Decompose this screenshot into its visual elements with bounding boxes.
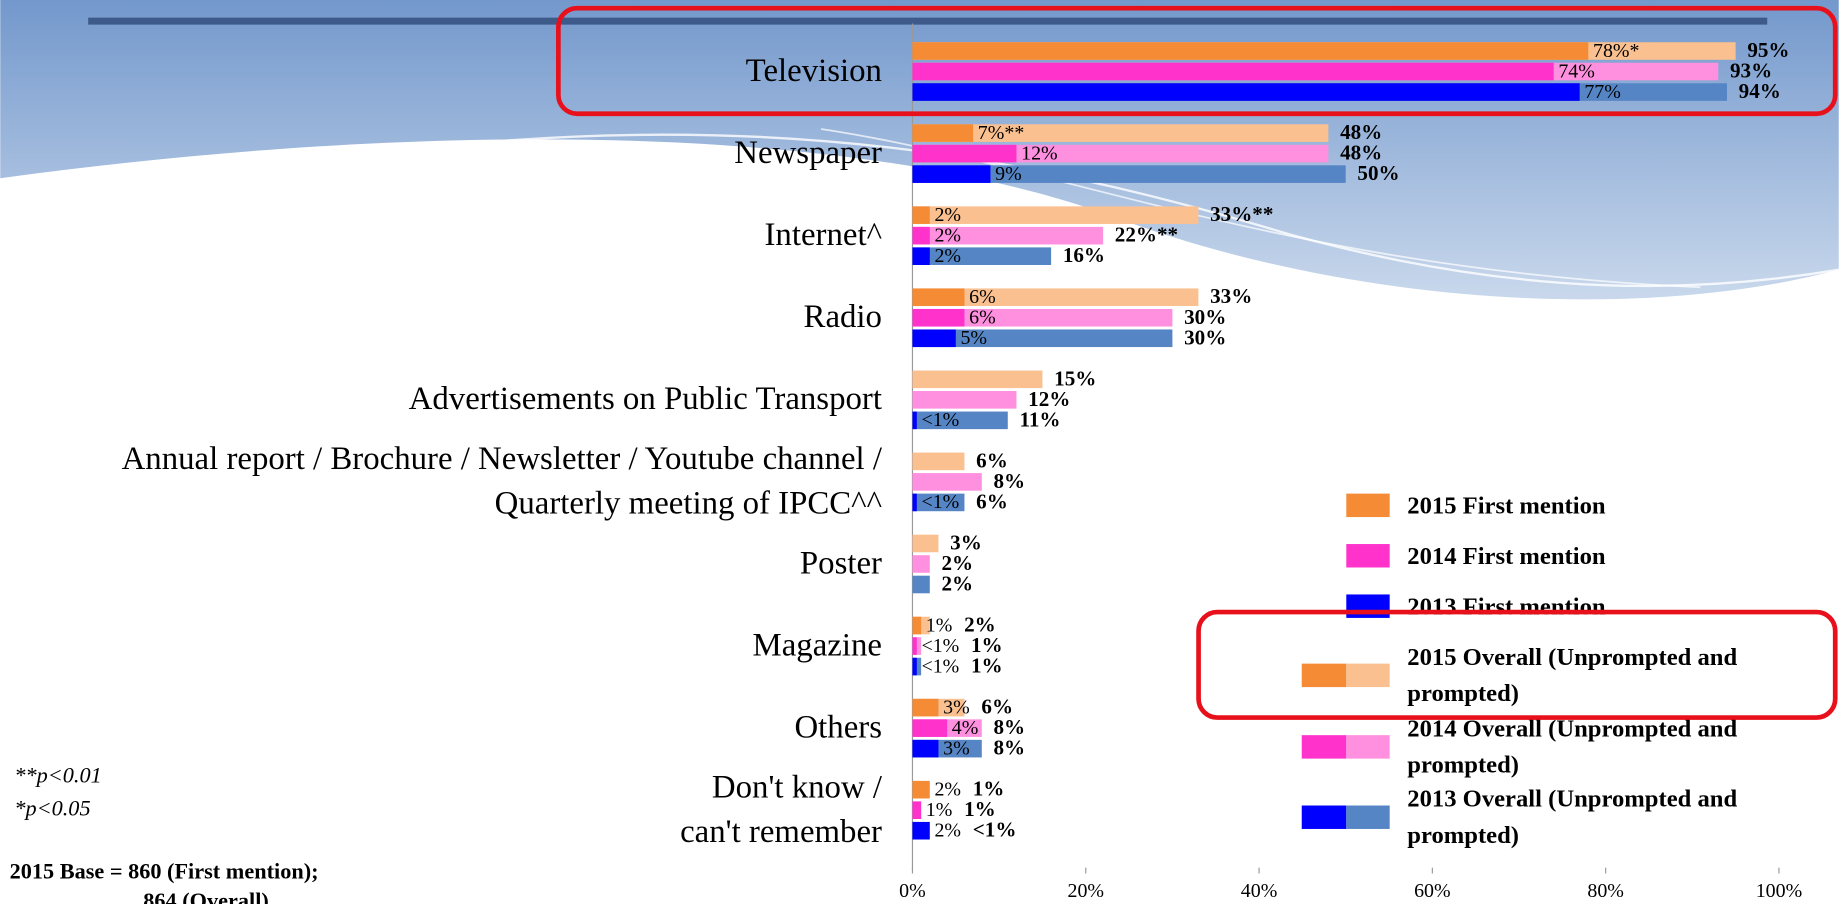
x-tick-label: 60% [1414, 880, 1451, 902]
legend-label-box: 2015 Overall (Unprompted and prompted) [1407, 635, 1812, 715]
category-label: Don't know / can't remember [0, 757, 882, 863]
first-mention-label: 2% [934, 224, 961, 246]
first-mention-label: <1% [921, 635, 959, 657]
base-note: 864 (Overall) [143, 888, 269, 904]
overall-label: 2% [942, 572, 974, 596]
legend-label-box: 2013 First mention [1407, 566, 1812, 646]
x-tick-label: 40% [1241, 880, 1278, 902]
first-mention-bar [912, 63, 1553, 81]
overall-label: 16% [1063, 243, 1105, 267]
first-mention-label: 6% [969, 286, 996, 308]
legend-swatch [1346, 664, 1389, 687]
overall-label: 50% [1357, 161, 1399, 185]
first-mention-bar [912, 145, 1016, 163]
first-mention-bar [912, 719, 947, 737]
overall-bar [912, 473, 981, 491]
legend-swatch [1302, 735, 1347, 758]
first-mention-label: 74% [1558, 60, 1595, 82]
legend-label: 2013 Overall (Unprompted and prompted) [1407, 777, 1812, 857]
first-mention-bar [912, 637, 916, 655]
overall-bar [912, 453, 964, 471]
first-mention-bar [912, 699, 938, 717]
overall-label: 94% [1739, 79, 1781, 103]
note: *p<0.05 [14, 795, 90, 820]
first-mention-label: 6% [969, 306, 996, 328]
overall-label: 22%** [1115, 223, 1178, 247]
chart: 0%20%40%60%80%100%Television78%*95%74%93… [0, 0, 1839, 904]
first-mention-label: 2% [934, 819, 961, 841]
legend-label: 2013 First mention [1407, 566, 1812, 646]
first-mention-bar [912, 781, 929, 799]
first-mention-label: 2% [934, 204, 961, 226]
first-mention-label: 4% [952, 717, 979, 739]
first-mention-bar [912, 227, 929, 245]
first-mention-bar [912, 740, 938, 758]
first-mention-label: 3% [943, 737, 970, 759]
first-mention-bar [912, 412, 916, 430]
overall-label: 6% [976, 489, 1008, 513]
overall-bar [912, 555, 929, 573]
overall-bar [912, 576, 929, 594]
first-mention-bar [912, 617, 921, 635]
x-tick-label: 0% [899, 880, 926, 902]
first-mention-label: <1% [921, 655, 959, 677]
legend-swatch [1346, 735, 1389, 758]
first-mention-label: <1% [921, 409, 959, 431]
first-mention-label: 2% [934, 245, 961, 267]
first-mention-label: 9% [995, 163, 1022, 185]
first-mention-label: 12% [1021, 142, 1058, 164]
first-mention-label: 77% [1584, 81, 1621, 103]
first-mention-label: 5% [960, 327, 987, 349]
legend-swatch [1346, 544, 1389, 567]
overall-label: 30% [1184, 325, 1226, 349]
legend-label-box: 2013 Overall (Unprompted and prompted) [1407, 777, 1812, 857]
overall-bar [912, 371, 1042, 389]
base-note: 2015 Base = 860 (First mention); [10, 859, 319, 884]
legend-swatch [1346, 494, 1389, 517]
legend-swatch [1346, 806, 1389, 829]
first-mention-bar [912, 801, 921, 819]
first-mention-label: 2% [934, 778, 961, 800]
legend-swatch [1302, 806, 1347, 829]
first-mention-bar [912, 309, 964, 327]
first-mention-bar [912, 494, 916, 512]
first-mention-label: 3% [943, 696, 970, 718]
overall-label: 8% [994, 736, 1026, 760]
first-mention-bar [912, 165, 990, 183]
x-tick-label: 80% [1587, 880, 1624, 902]
first-mention-bar [912, 247, 929, 265]
overall-bar [912, 535, 938, 553]
first-mention-label: 1% [926, 799, 953, 821]
first-mention-bar [912, 206, 929, 224]
overall-label: 11% [1020, 407, 1061, 431]
overall-label: 33%** [1210, 202, 1273, 226]
first-mention-label: 78%* [1593, 40, 1639, 62]
overall-bar [912, 247, 1051, 265]
overall-label: <1% [973, 818, 1017, 842]
overall-bar [912, 124, 1328, 142]
first-mention-bar [912, 288, 964, 306]
first-mention-label: 7%** [978, 122, 1024, 144]
first-mention-bar [912, 658, 916, 676]
x-tick-label: 20% [1067, 880, 1104, 902]
legend-label: 2015 Overall (Unprompted and prompted) [1407, 635, 1812, 715]
first-mention-bar [912, 329, 955, 347]
x-tick-label: 100% [1756, 880, 1802, 902]
legend-swatch [1302, 664, 1347, 687]
category-label-box: Don't know / can't remember [0, 757, 882, 863]
note: **p<0.01 [14, 762, 101, 787]
first-mention-bar [912, 124, 973, 142]
overall-label: 1% [971, 654, 1003, 678]
first-mention-label: <1% [921, 491, 959, 513]
first-mention-label: 1% [926, 614, 953, 636]
first-mention-bar [912, 83, 1579, 101]
overall-bar [912, 391, 1016, 409]
first-mention-bar [912, 822, 929, 840]
first-mention-bar [912, 42, 1588, 60]
